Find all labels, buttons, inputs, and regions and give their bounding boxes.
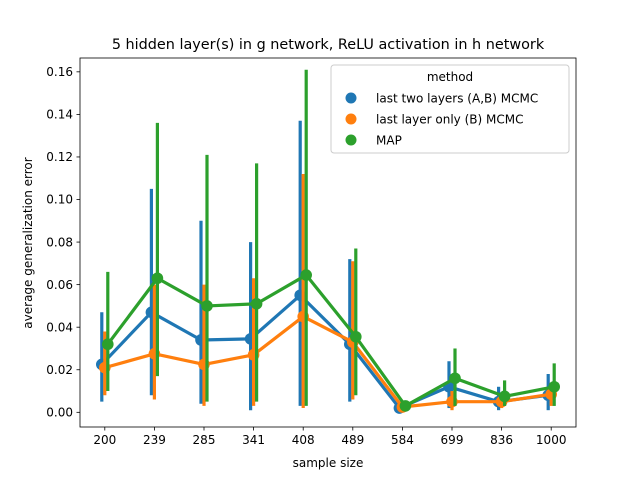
series-line (106, 273, 556, 408)
x-tick-label: 584 (391, 433, 414, 447)
x-tick-label: 408 (292, 433, 315, 447)
data-point (151, 272, 164, 285)
legend-items: last two layers (A,B) MCMC last layer onl… (345, 91, 538, 147)
x-tick-label: 1000 (536, 433, 567, 447)
series-layer (96, 69, 560, 414)
series-line (100, 293, 550, 410)
x-axis-ticks: 200 239 285 341 408 489 584 699 836 1000 (93, 427, 566, 447)
x-tick-label: 489 (341, 433, 364, 447)
x-tick-label: 341 (242, 433, 265, 447)
series-group (102, 69, 560, 412)
legend-label: last two layers (A,B) MCMC (376, 91, 538, 105)
x-tick-label: 239 (143, 433, 166, 447)
legend-marker (345, 92, 357, 104)
x-tick-label: 200 (93, 433, 116, 447)
data-point (350, 330, 362, 343)
data-point (449, 372, 461, 385)
y-tick-label: 0.14 (46, 108, 73, 122)
data-point (102, 338, 114, 351)
x-axis-label: sample size (293, 456, 364, 470)
y-tick-label: 0.02 (46, 363, 73, 377)
data-point (201, 300, 213, 312)
y-tick-label: 0.16 (46, 65, 73, 79)
y-tick-label: 0.10 (46, 193, 73, 207)
data-point (498, 390, 511, 403)
data-point (250, 297, 263, 310)
x-tick-label: 699 (441, 433, 464, 447)
legend: method last two layers (A,B) MCMC last la… (330, 64, 570, 154)
y-axis-label: average generalization error (21, 157, 35, 328)
y-axis-ticks: 0.00 0.02 0.04 0.06 0.08 0.10 0.12 0.14 0.16 (46, 65, 80, 420)
series-line (103, 314, 553, 409)
legend-label: last layer only (B) MCMC (376, 112, 523, 126)
legend-marker (345, 113, 357, 125)
x-tick-label: 285 (193, 433, 216, 447)
x-tick-label: 836 (490, 433, 513, 447)
y-tick-label: 0.04 (46, 320, 73, 334)
plot-frame (79, 57, 577, 428)
chart-title: 5 hidden layer(s) in g network, ReLU act… (112, 37, 545, 53)
y-tick-label: 0.12 (46, 150, 73, 164)
y-tick-label: 0.08 (46, 235, 73, 249)
y-tick-label: 0.00 (46, 406, 73, 420)
legend-marker (345, 134, 357, 146)
legend-title: method (427, 70, 473, 84)
data-point (399, 400, 412, 412)
legend-box (330, 64, 570, 154)
data-point (300, 269, 313, 281)
y-tick-label: 0.06 (46, 278, 73, 292)
data-point (548, 380, 560, 393)
legend-label: MAP (376, 133, 402, 147)
